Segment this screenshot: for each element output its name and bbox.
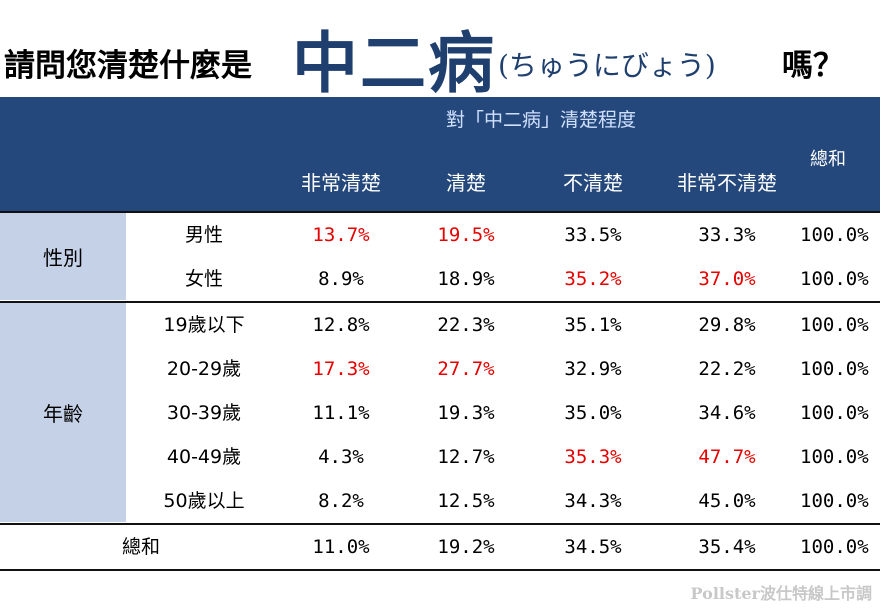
data-cell: 17.3% xyxy=(312,358,370,380)
data-cell: 35.1% xyxy=(564,314,622,336)
data-cell: 19.5% xyxy=(437,224,495,246)
source-label: Pollster波仕特線上市調 xyxy=(690,584,872,603)
row-label: 40-49歲 xyxy=(166,446,242,468)
data-cell: 12.5% xyxy=(437,490,495,512)
column-header-very-unclear: 非常不清楚 xyxy=(677,171,777,195)
total-cell: 100.0% xyxy=(800,358,869,380)
group-divider xyxy=(0,301,880,303)
overall-cell: 19.2% xyxy=(437,536,495,558)
total-cell: 100.0% xyxy=(800,490,869,512)
table-header: 對「中二病」清楚程度 非常清楚 清楚 不清楚 非常不清楚 總和 xyxy=(0,97,880,211)
overall-total-cell: 100.0% xyxy=(800,536,869,558)
row-label: 30-39歲 xyxy=(166,402,242,424)
overall-cell: 11.0% xyxy=(312,536,370,558)
data-cell: 33.3% xyxy=(698,224,756,246)
data-cell: 35.3% xyxy=(564,446,622,468)
total-cell: 100.0% xyxy=(800,224,869,246)
total-cell: 100.0% xyxy=(800,402,869,424)
row-label: 19歲以下 xyxy=(163,314,245,336)
data-cell: 37.0% xyxy=(698,268,756,290)
overall-label: 總和 xyxy=(121,536,160,558)
title-highlight: 中二病 xyxy=(292,25,496,102)
data-cell: 22.3% xyxy=(437,314,495,336)
total-cell: 100.0% xyxy=(800,446,869,468)
data-cell: 34.6% xyxy=(698,402,756,424)
data-cell: 12.8% xyxy=(312,314,370,336)
group-divider xyxy=(0,523,880,525)
title-kana: (ちゅうにびょう) xyxy=(498,49,716,82)
column-header-total: 總和 xyxy=(810,149,846,170)
data-cell: 45.0% xyxy=(698,490,756,512)
overall-cell: 35.4% xyxy=(698,536,756,558)
data-cell: 13.7% xyxy=(312,224,370,246)
row-label: 20-29歲 xyxy=(166,358,242,380)
data-cell: 8.9% xyxy=(318,268,364,290)
data-cell: 33.5% xyxy=(564,224,622,246)
row-label: 女性 xyxy=(184,268,223,290)
data-cell: 11.1% xyxy=(312,402,370,424)
data-cell: 32.9% xyxy=(564,358,622,380)
column-header-very-clear: 非常清楚 xyxy=(301,171,381,195)
group-label: 年齡 xyxy=(0,303,126,522)
overall-cell: 34.5% xyxy=(564,536,622,558)
column-header-unclear: 不清楚 xyxy=(563,171,623,195)
data-cell: 35.0% xyxy=(564,402,622,424)
header-divider xyxy=(0,211,880,213)
data-cell: 8.2% xyxy=(318,490,364,512)
column-header-clear: 清楚 xyxy=(446,171,486,195)
data-cell: 12.7% xyxy=(437,446,495,468)
group-header: 對「中二病」清楚程度 xyxy=(445,109,636,131)
data-cell: 35.2% xyxy=(564,268,622,290)
total-cell: 100.0% xyxy=(800,314,869,336)
data-cell: 18.9% xyxy=(437,268,495,290)
table-bottom-line xyxy=(0,569,880,571)
total-cell: 100.0% xyxy=(800,268,869,290)
data-cell: 22.2% xyxy=(698,358,756,380)
data-cell: 19.3% xyxy=(437,402,495,424)
survey-table: 對「中二病」清楚程度 非常清楚 清楚 不清楚 非常不清楚 總和 性別 男性 13.7… xyxy=(0,97,880,571)
data-cell: 34.3% xyxy=(564,490,622,512)
data-cell: 47.7% xyxy=(698,446,756,468)
row-label: 50歲以上 xyxy=(163,490,245,512)
data-cell: 27.7% xyxy=(437,358,495,380)
group-label: 性別 xyxy=(0,213,126,300)
title-suffix: 嗎？ xyxy=(782,48,844,84)
data-cell: 4.3% xyxy=(318,446,364,468)
row-label: 男性 xyxy=(184,224,223,246)
page-title: 請問您清楚什麼是 中二病 (ちゅうにびょう) 嗎？ xyxy=(4,4,876,102)
title-prefix: 請問您清楚什麼是 xyxy=(4,48,252,84)
data-cell: 29.8% xyxy=(698,314,756,336)
